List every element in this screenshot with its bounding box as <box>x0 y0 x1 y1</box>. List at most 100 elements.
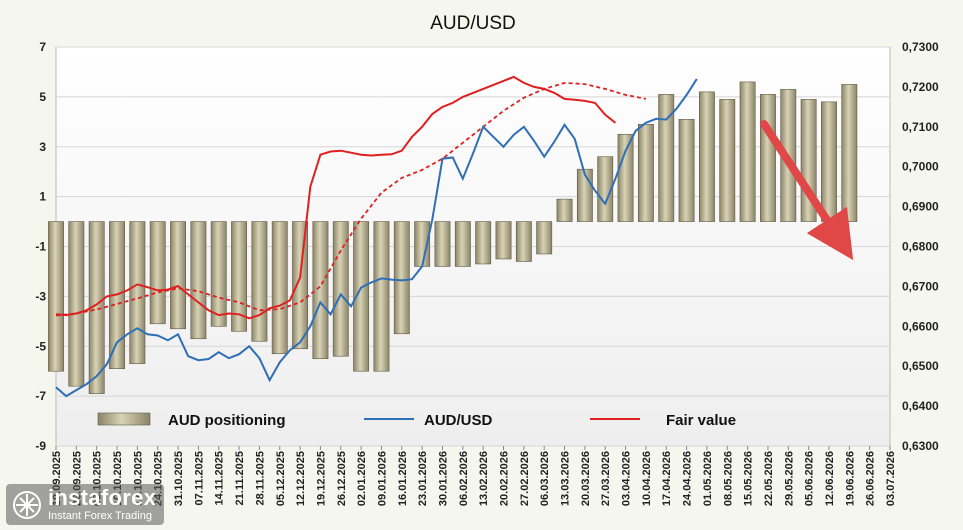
x-tick-label: 12.06.2026 <box>824 451 836 506</box>
x-tick-label: 13.02.2026 <box>478 451 490 506</box>
x-tick-label: 13.03.2026 <box>560 451 572 506</box>
bar <box>556 198 573 222</box>
bar <box>271 221 288 355</box>
bar <box>495 221 512 260</box>
x-tick-label: 01.05.2026 <box>702 451 714 506</box>
x-tick-label: 20.02.2026 <box>499 451 511 506</box>
x-tick-label: 24.04.2026 <box>682 451 694 506</box>
left-tick-label: 3 <box>39 140 46 154</box>
bar <box>678 119 695 222</box>
bar <box>637 124 654 222</box>
bar <box>617 133 634 222</box>
x-tick-label: 28.11.2025 <box>254 451 266 505</box>
bar <box>251 221 268 342</box>
bar <box>292 221 309 350</box>
x-tick-label: 03.07.2026 <box>885 451 897 506</box>
right-tick-label: 0,7200 <box>902 80 939 94</box>
instaforex-logo: instaforex Instant Forex Trading <box>6 484 165 525</box>
x-tick-label: 08.05.2026 <box>722 451 734 506</box>
x-tick-label: 27.02.2026 <box>519 451 531 506</box>
x-tick-label: 21.11.2025 <box>234 451 246 505</box>
bar <box>373 221 390 372</box>
x-tick-label: 03.04.2026 <box>621 451 633 506</box>
x-tick-label: 10.04.2026 <box>641 451 653 506</box>
bar <box>129 221 146 365</box>
bar <box>475 221 492 265</box>
right-tick-label: 0,6900 <box>902 200 939 214</box>
left-tick-label: -1 <box>35 240 46 254</box>
bar <box>719 99 736 222</box>
bar <box>68 221 85 387</box>
chart-title: AUD/USD <box>430 13 516 34</box>
bar <box>353 221 370 372</box>
right-tick-label: 0,6600 <box>902 319 939 333</box>
bar <box>536 221 553 255</box>
bar <box>454 221 471 267</box>
bar <box>149 221 166 325</box>
bar <box>190 221 207 340</box>
left-tick-label: 5 <box>39 90 46 104</box>
legend-label-positioning: AUD positioning <box>168 412 285 429</box>
x-tick-label: 05.06.2026 <box>804 451 816 506</box>
bar <box>434 221 451 267</box>
bar <box>210 221 227 327</box>
bar <box>739 81 756 222</box>
bar <box>821 101 837 222</box>
fair-value-line <box>55 75 617 320</box>
x-tick-label: 06.02.2026 <box>458 451 470 506</box>
right-tick-label: 0,6300 <box>902 439 939 453</box>
x-tick-label: 26.12.2025 <box>336 451 348 506</box>
x-tick-label: 19.06.2026 <box>844 451 856 506</box>
x-tick-label: 29.05.2026 <box>783 451 795 506</box>
legend-swatch-positioning <box>97 412 151 426</box>
right-tick-label: 0,6500 <box>902 359 939 373</box>
x-tick-label: 22.05.2026 <box>763 451 775 506</box>
right-tick-label: 0,6800 <box>902 240 939 254</box>
x-tick-label: 15.05.2026 <box>743 451 755 506</box>
x-tick-label: 17.04.2026 <box>661 451 673 506</box>
bar <box>760 94 776 222</box>
logo-tagline: Instant Forex Trading <box>48 510 152 522</box>
x-tick-label: 23.01.2026 <box>417 451 429 506</box>
x-tick-label: 05.12.2025 <box>275 451 287 506</box>
aud-usd-line <box>55 78 698 398</box>
x-tick-label: 30.01.2026 <box>437 451 449 506</box>
x-tick-label: 09.01.2026 <box>376 451 388 506</box>
bar <box>312 221 329 360</box>
fair-value-ma-line <box>55 81 647 317</box>
trend-arrow <box>760 120 854 261</box>
right-tick-label: 0,7100 <box>902 120 939 134</box>
left-tick-label: -7 <box>35 389 46 403</box>
x-tick-label: 31.10.2025 <box>173 451 185 506</box>
bar <box>597 156 614 222</box>
x-tick-label: 16.01.2026 <box>397 451 409 506</box>
right-tick-label: 0,6700 <box>902 279 939 293</box>
legend-label-audusd: AUD/USD <box>424 412 493 429</box>
right-tick-label: 0,7000 <box>902 160 939 174</box>
left-tick-label: -9 <box>35 439 46 453</box>
bar <box>332 221 349 357</box>
x-tick-label: 02.01.2026 <box>356 451 368 506</box>
legend-label-fair-value: Fair value <box>666 412 736 429</box>
logo-name: instaforex <box>48 485 157 510</box>
bar <box>576 168 593 222</box>
left-tick-label: -3 <box>35 289 46 303</box>
right-tick-label: 0,7300 <box>902 40 939 54</box>
x-tick-label: 06.03.2026 <box>539 451 551 506</box>
bar <box>48 221 64 372</box>
x-tick-label: 26.06.2026 <box>865 451 877 506</box>
left-tick-label: -5 <box>35 339 46 353</box>
right-tick-label: 0,6400 <box>902 399 939 413</box>
bar <box>841 84 858 222</box>
left-tick-label: 1 <box>39 190 46 204</box>
left-tick-label: 7 <box>39 40 46 54</box>
bar <box>170 221 186 330</box>
x-tick-label: 14.11.2025 <box>214 451 226 505</box>
bar <box>658 94 675 222</box>
bar <box>698 91 715 222</box>
x-tick-label: 27.03.2026 <box>600 451 612 506</box>
x-tick-label: 07.11.2025 <box>193 451 205 505</box>
x-tick-label: 20.03.2026 <box>580 451 592 506</box>
